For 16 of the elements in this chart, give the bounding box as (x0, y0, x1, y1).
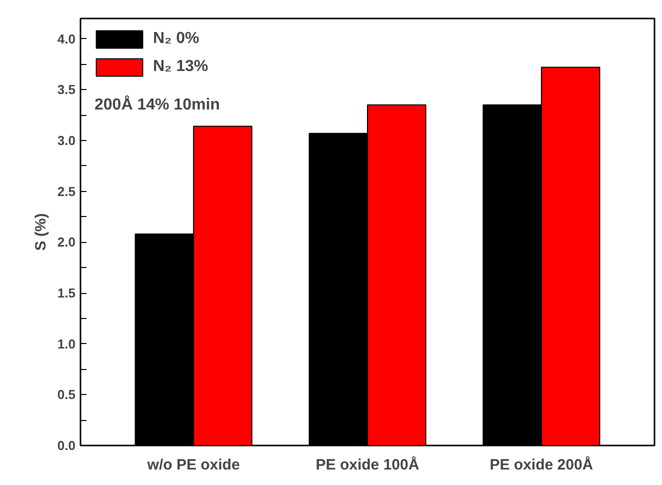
y-tick-label: 3.0 (57, 133, 76, 148)
x-tick-label: w/o PE oxide (146, 456, 240, 474)
y-tick-label: 2.0 (57, 234, 76, 250)
y-tick-label: 1.0 (57, 336, 76, 352)
x-tick-label: PE oxide 200Å (490, 456, 594, 474)
y-tick-label: 0.0 (57, 438, 76, 453)
annotation: 200Å 14% 10min (94, 94, 220, 114)
y-tick-label: 0.5 (57, 387, 76, 402)
y-tick-label: 2.5 (57, 184, 76, 199)
x-tick-label: PE oxide 100Å (316, 456, 420, 474)
y-tick-label: 3.5 (57, 82, 76, 98)
y-axis-title: S (%) (32, 213, 50, 251)
y-tick-label: 1.5 (57, 286, 76, 300)
legend-label: N₂ 13% (153, 58, 208, 76)
legend-label: N₂ 0% (153, 30, 200, 48)
y-tick-label: 4.0 (57, 31, 76, 46)
